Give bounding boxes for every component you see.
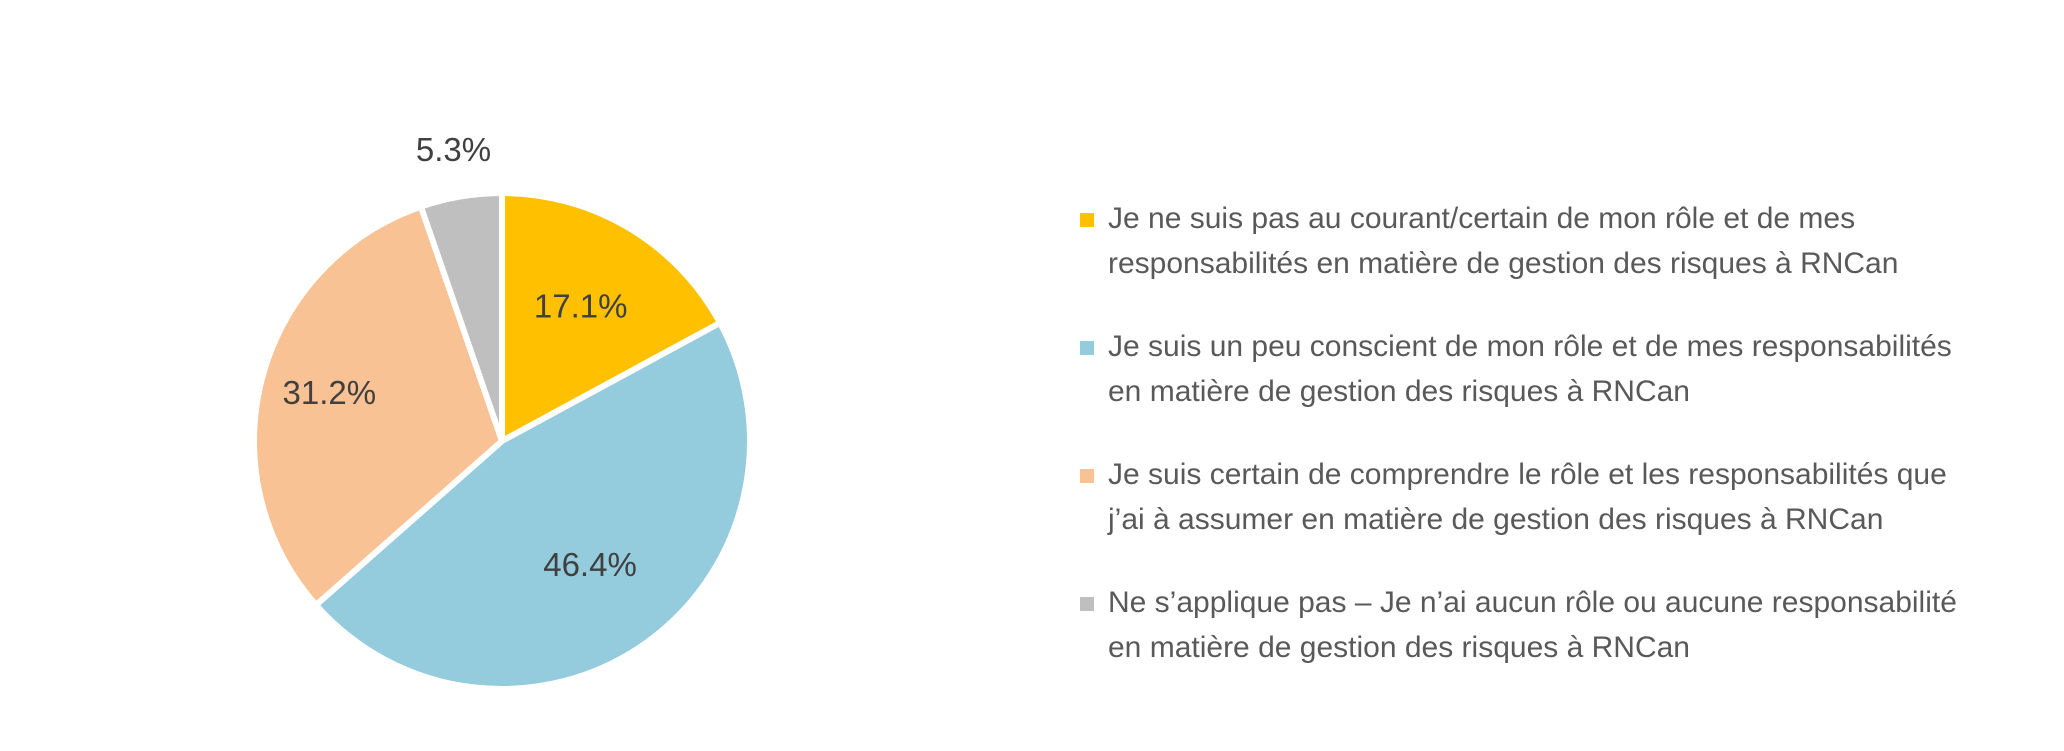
- legend-item-certain: Je suis certain de comprendre le rôle et…: [1080, 452, 2060, 542]
- legend-item-unaware: Je ne suis pas au courant/certain de mon…: [1080, 196, 2060, 286]
- chart-legend: Je ne suis pas au courant/certain de mon…: [1080, 196, 2060, 708]
- slice-somewhat-aware: [312, 319, 753, 692]
- legend-label-line2: j’ai à assumer en matière de gestion des…: [1108, 503, 1884, 536]
- slice-certain: [251, 203, 505, 609]
- legend-label-line1: Je suis certain de comprendre le rôle et…: [1108, 458, 1947, 491]
- slice-not-applicable: [417, 190, 505, 444]
- legend-swatch: [1080, 341, 1094, 355]
- legend-item-somewhat-aware: Je suis un peu conscient de mon rôle et …: [1080, 324, 2060, 414]
- pie-chart: 17.1% 46.4% 31.2% 5.3%: [251, 131, 753, 692]
- data-label: 17.1%: [534, 288, 628, 325]
- data-label: 46.4%: [543, 546, 637, 583]
- legend-swatch: [1080, 597, 1094, 611]
- legend-swatch: [1080, 213, 1094, 227]
- legend-label-line1: Ne s’applique pas – Je n’ai aucun rôle o…: [1108, 586, 1957, 619]
- data-label: 5.3%: [416, 131, 491, 168]
- legend-label-line2: en matière de gestion des risques à RNCa…: [1108, 631, 1690, 664]
- slice-unaware: [499, 190, 724, 444]
- legend-label-line2: responsabilités en matière de gestion de…: [1108, 247, 1899, 280]
- legend-item-not-applicable: Ne s’applique pas – Je n’ai aucun rôle o…: [1080, 580, 2060, 670]
- legend-label-line2: en matière de gestion des risques à RNCa…: [1108, 375, 1690, 408]
- legend-label-line1: Je suis un peu conscient de mon rôle et …: [1108, 330, 1952, 363]
- legend-swatch: [1080, 469, 1094, 483]
- data-label: 31.2%: [283, 374, 377, 411]
- legend-label-line1: Je ne suis pas au courant/certain de mon…: [1108, 202, 1856, 235]
